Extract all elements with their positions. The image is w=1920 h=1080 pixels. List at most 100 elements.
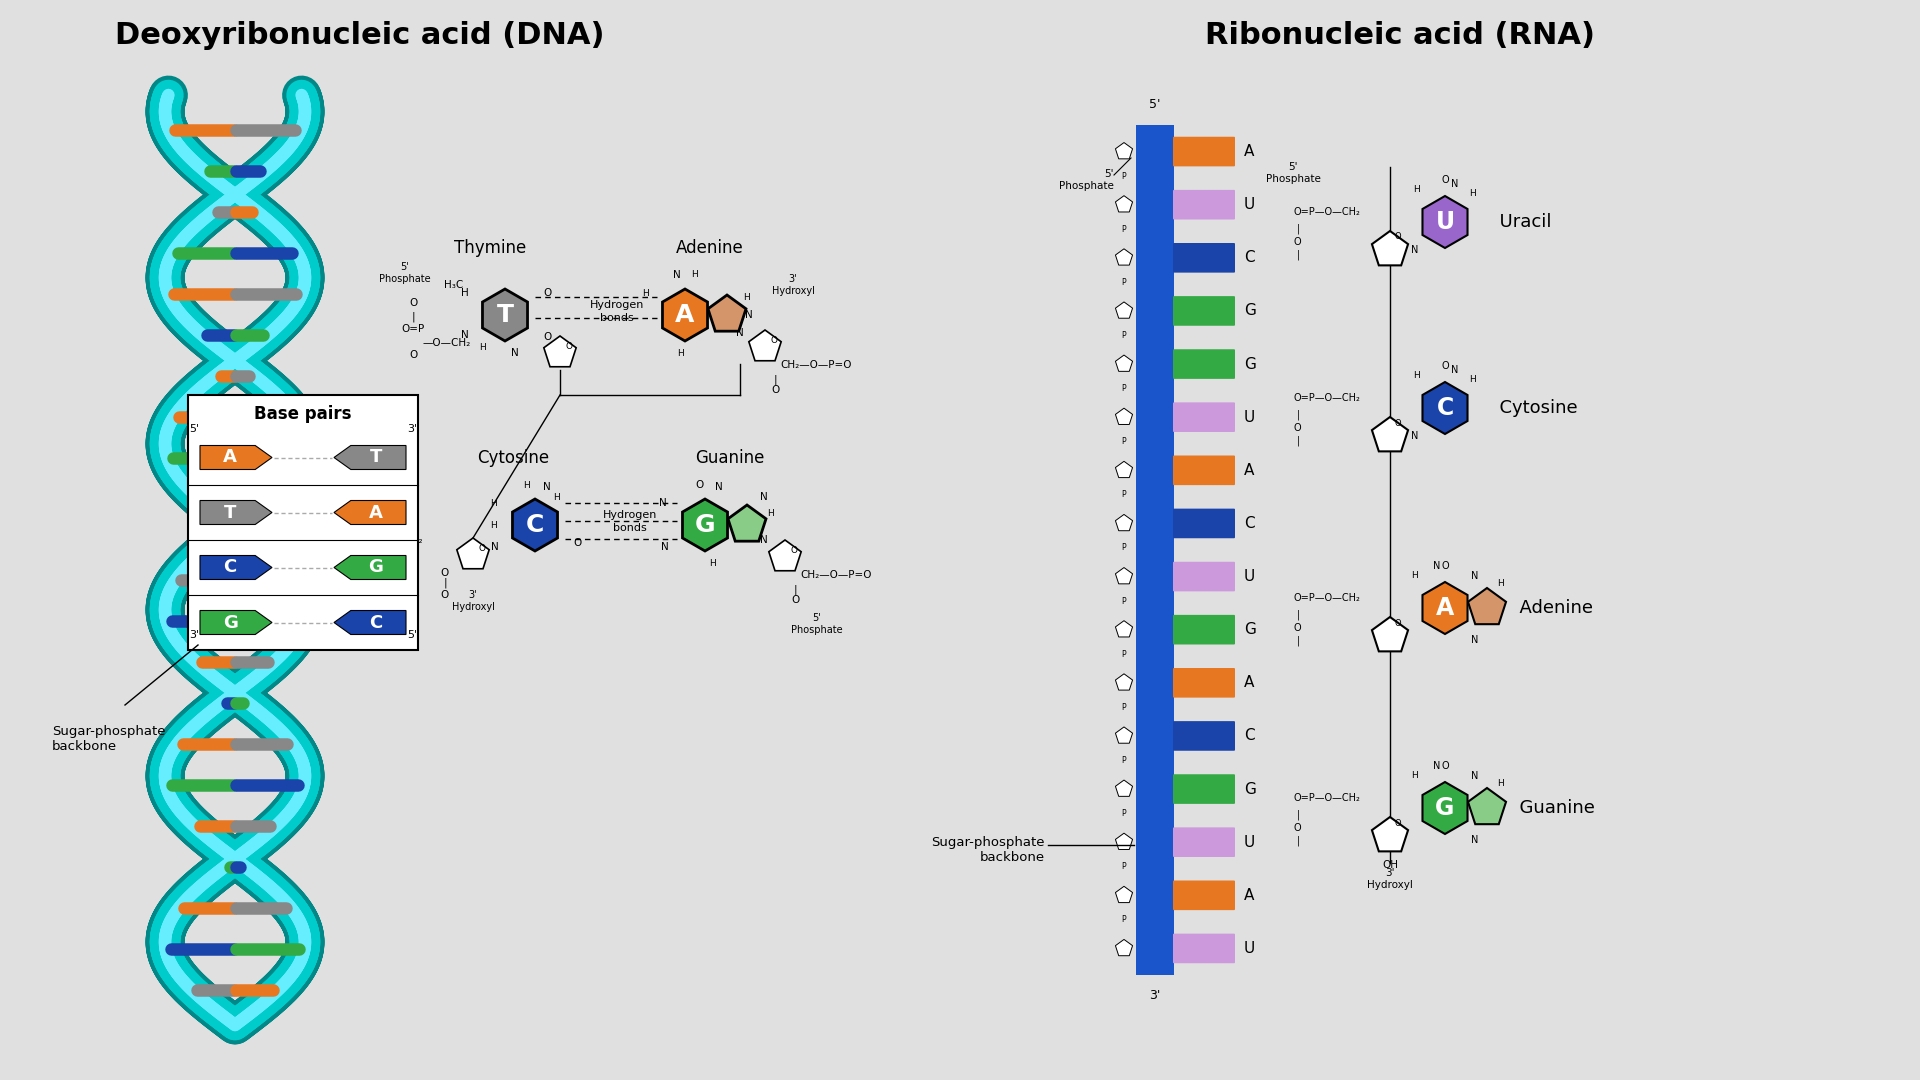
Text: 3'
Hydroxyl: 3' Hydroxyl	[772, 274, 814, 296]
Text: |: |	[1298, 636, 1300, 646]
Text: G: G	[695, 513, 716, 537]
Text: 5': 5'	[1150, 98, 1162, 111]
FancyBboxPatch shape	[1173, 774, 1235, 804]
Text: H: H	[691, 270, 699, 280]
Text: |: |	[1298, 249, 1300, 260]
Polygon shape	[1116, 887, 1133, 903]
Polygon shape	[457, 538, 490, 569]
Text: 5'
Phosphate: 5' Phosphate	[1060, 170, 1114, 191]
Text: H: H	[490, 521, 497, 529]
Text: H: H	[1469, 376, 1476, 384]
Text: A: A	[1244, 144, 1254, 159]
Text: N: N	[1452, 365, 1459, 375]
Text: P: P	[1121, 862, 1127, 872]
Text: P: P	[1121, 703, 1127, 712]
Text: O: O	[791, 595, 799, 605]
Text: O=P—O—CH₂: O=P—O—CH₂	[1292, 393, 1359, 403]
Text: N: N	[461, 330, 468, 340]
Text: C: C	[526, 513, 543, 537]
Text: H: H	[1469, 189, 1476, 199]
Text: O: O	[442, 590, 449, 600]
Text: H: H	[710, 558, 716, 567]
Text: H: H	[766, 509, 774, 517]
Text: H: H	[1496, 579, 1503, 588]
Polygon shape	[1373, 617, 1407, 651]
FancyBboxPatch shape	[1173, 880, 1235, 910]
Text: A: A	[1244, 463, 1254, 477]
Text: N: N	[660, 542, 668, 552]
FancyBboxPatch shape	[1173, 349, 1235, 379]
Text: A: A	[1436, 596, 1453, 620]
FancyBboxPatch shape	[1173, 403, 1235, 432]
Text: |: |	[1298, 224, 1300, 234]
Text: C: C	[223, 558, 236, 577]
Polygon shape	[200, 445, 273, 470]
Text: T: T	[369, 448, 382, 467]
Text: G: G	[1244, 356, 1256, 372]
Text: H: H	[1413, 372, 1421, 380]
Text: U: U	[1244, 409, 1256, 424]
Text: N: N	[760, 535, 768, 545]
Text: N: N	[1411, 431, 1419, 441]
Text: P: P	[1121, 172, 1127, 180]
Text: H: H	[524, 481, 530, 489]
FancyBboxPatch shape	[1173, 137, 1235, 166]
Text: 3'
Hydroxyl: 3' Hydroxyl	[1367, 868, 1413, 890]
Text: P: P	[1121, 916, 1127, 924]
Text: 3': 3'	[188, 630, 200, 640]
Polygon shape	[200, 610, 273, 634]
Text: P: P	[1121, 437, 1127, 446]
Text: |: |	[1298, 610, 1300, 620]
Text: O=P—O—CH₂: O=P—O—CH₂	[1292, 793, 1359, 804]
Text: O: O	[409, 350, 417, 360]
Polygon shape	[200, 555, 273, 580]
Text: N: N	[745, 310, 753, 320]
Text: Base pairs: Base pairs	[253, 405, 351, 423]
Polygon shape	[1116, 248, 1133, 265]
Text: N: N	[1471, 635, 1478, 645]
Text: O: O	[543, 332, 551, 342]
Text: A: A	[1244, 675, 1254, 690]
Text: G: G	[369, 558, 384, 577]
Polygon shape	[1116, 940, 1133, 956]
Polygon shape	[1116, 195, 1133, 212]
Text: O=P—O—CH₂: O=P—O—CH₂	[351, 535, 422, 545]
Text: N: N	[674, 270, 682, 280]
Text: O: O	[1394, 819, 1402, 827]
FancyBboxPatch shape	[1173, 669, 1235, 698]
Text: H: H	[1496, 779, 1503, 787]
Text: |: |	[793, 584, 797, 595]
Text: N: N	[735, 328, 743, 338]
Text: |: |	[1298, 810, 1300, 820]
Text: P: P	[1121, 330, 1127, 340]
Polygon shape	[1423, 582, 1467, 634]
Text: A: A	[676, 303, 695, 327]
Text: C: C	[1244, 728, 1254, 743]
Text: N: N	[1411, 245, 1419, 255]
Text: O: O	[1292, 623, 1300, 633]
Text: H: H	[1411, 771, 1419, 781]
Text: 3': 3'	[1150, 989, 1162, 1002]
Polygon shape	[200, 500, 273, 525]
FancyBboxPatch shape	[1173, 243, 1235, 272]
Text: O: O	[1394, 619, 1402, 627]
Text: Cytosine: Cytosine	[476, 449, 549, 467]
Text: O: O	[442, 568, 449, 578]
Polygon shape	[1116, 355, 1133, 372]
Polygon shape	[334, 610, 405, 634]
Polygon shape	[1469, 788, 1505, 824]
Text: 5'
Phosphate: 5' Phosphate	[791, 613, 843, 635]
Text: P: P	[1121, 756, 1127, 765]
Text: H: H	[743, 293, 751, 301]
Text: Sugar-phosphate
backbone: Sugar-phosphate backbone	[52, 725, 165, 753]
Text: O: O	[1394, 419, 1402, 428]
Polygon shape	[1116, 833, 1133, 850]
Polygon shape	[749, 330, 781, 361]
Text: N: N	[543, 482, 551, 492]
Text: O: O	[770, 384, 780, 395]
Polygon shape	[482, 289, 528, 341]
Text: H: H	[553, 492, 561, 501]
Polygon shape	[1116, 780, 1133, 796]
Text: Adenine: Adenine	[1507, 599, 1594, 617]
Polygon shape	[682, 499, 728, 551]
